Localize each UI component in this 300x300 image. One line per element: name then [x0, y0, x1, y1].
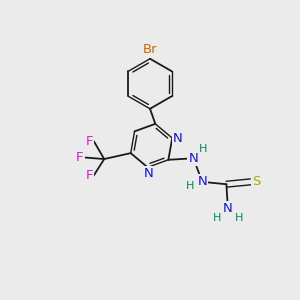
Text: F: F: [86, 135, 93, 148]
Text: S: S: [252, 176, 260, 188]
Text: N: N: [197, 176, 207, 188]
Text: H: H: [212, 213, 221, 223]
Text: N: N: [223, 202, 233, 215]
Text: F: F: [86, 169, 93, 182]
Text: H: H: [186, 181, 195, 191]
Text: Br: Br: [143, 43, 157, 56]
Text: H: H: [199, 144, 207, 154]
Text: H: H: [235, 213, 243, 223]
Text: N: N: [188, 152, 198, 165]
Text: N: N: [143, 167, 153, 180]
Text: F: F: [76, 151, 83, 164]
Text: N: N: [172, 131, 182, 145]
